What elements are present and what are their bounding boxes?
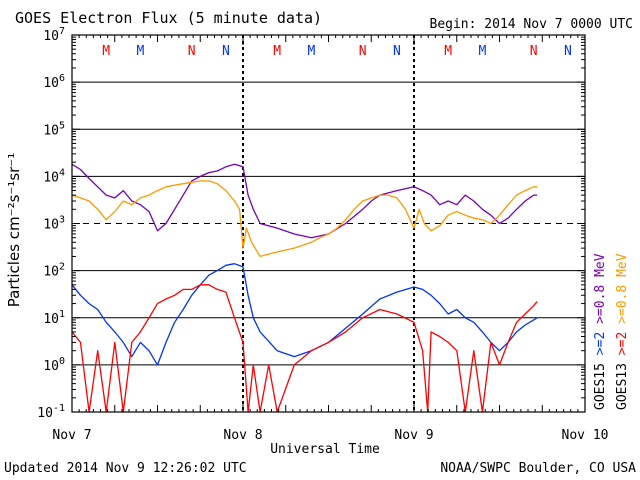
y-tick-label: 101 bbox=[43, 309, 65, 327]
satellite-marker: N bbox=[359, 44, 367, 59]
satellite-marker: M bbox=[136, 44, 144, 59]
x-axis-label: Universal Time bbox=[270, 442, 380, 457]
satellite-marker: N bbox=[222, 44, 230, 59]
series-line bbox=[71, 263, 538, 366]
y-tick-label: 102 bbox=[43, 262, 65, 280]
series-lines bbox=[71, 163, 538, 413]
y-tick-label: 10-1 bbox=[37, 403, 65, 421]
satellite-marker: M bbox=[444, 44, 452, 59]
y-axis-ticks: 10-1 100 101 102 103 104 105 106 107 bbox=[37, 26, 585, 421]
gridlines bbox=[72, 35, 585, 412]
satellite-marker: M bbox=[102, 44, 110, 59]
y-tick-label: 100 bbox=[43, 356, 65, 374]
series-line bbox=[71, 163, 538, 239]
y-tick-label: 105 bbox=[43, 120, 65, 138]
satellite-marker: N bbox=[530, 44, 538, 59]
y-tick-label: 107 bbox=[43, 26, 65, 44]
y-tick-label: 104 bbox=[43, 167, 65, 185]
x-tick-label: Nov 10 bbox=[562, 428, 609, 443]
source-credit: NOAA/SWPC Boulder, CO USA bbox=[440, 461, 636, 476]
chart-title: GOES Electron Flux (5 minute data) bbox=[15, 9, 322, 27]
legend: GOES15 >=2 >=0.8 MeV GOES13 >=2 >=0.8 MeV bbox=[593, 253, 630, 410]
updated-timestamp: Updated 2014 Nov 9 12:26:02 UTC bbox=[4, 461, 247, 476]
y-tick-label: 106 bbox=[43, 73, 65, 91]
x-tick-label: Nov 8 bbox=[223, 428, 262, 443]
satellite-marker: M bbox=[307, 44, 315, 59]
satellite-marker: N bbox=[393, 44, 401, 59]
y-tick-label: 103 bbox=[43, 215, 65, 233]
series-line bbox=[71, 284, 538, 413]
satellite-marker: M bbox=[273, 44, 281, 59]
x-tick-label: Nov 7 bbox=[52, 428, 91, 443]
begin-label: Begin: 2014 Nov 7 0000 UTC bbox=[430, 17, 634, 32]
x-axis-ticks: Nov 7 Nov 8 Nov 9 Nov 10 bbox=[52, 35, 608, 443]
y-axis-label: Particles cm⁻²s⁻¹sr⁻¹ bbox=[5, 153, 23, 307]
legend-entry: GOES15 >=2 >=0.8 MeV bbox=[593, 253, 608, 410]
satellite-marker: N bbox=[564, 44, 572, 59]
satellite-marker: N bbox=[188, 44, 196, 59]
legend-entry: GOES13 >=2 >=0.8 MeV bbox=[615, 253, 630, 410]
series-line bbox=[71, 180, 538, 258]
x-tick-label: Nov 9 bbox=[394, 428, 433, 443]
satellite-marker: M bbox=[478, 44, 486, 59]
